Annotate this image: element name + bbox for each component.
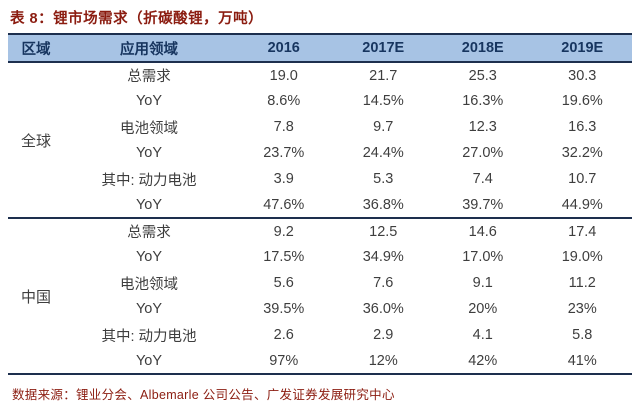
- region-cell-global: 全球: [20, 132, 51, 150]
- table-row: 全球 总需求 19.0 21.7 25.3 30.3: [8, 62, 632, 150]
- cell-value: 25.3: [468, 67, 497, 84]
- cell-value: 39.5%: [263, 301, 305, 317]
- cell-value: 8.6%: [267, 93, 301, 109]
- col-header-region: 区域: [21, 41, 51, 58]
- row-label: 其中: 动力电池: [101, 172, 197, 189]
- table-row: YoY 17.5% 34.9% 17.0% 19.0%: [8, 244, 632, 270]
- cell-value: 7.4: [472, 171, 493, 187]
- cell-value: 10.7: [568, 171, 597, 187]
- row-label: YoY: [135, 249, 163, 265]
- cell-value: 12%: [368, 352, 398, 369]
- row-label: 其中: 动力电池: [101, 328, 197, 345]
- cell-value: 16.3: [568, 119, 597, 135]
- data-source-note: 数据来源：锂业分会、Albemarle 公司公告、广发证券发展研究中心: [12, 388, 395, 402]
- row-label: 总需求: [127, 69, 171, 85]
- table-row: 中国 总需求 9.2 12.5 14.6 17.4: [8, 218, 632, 306]
- cell-value: 17.0%: [462, 249, 504, 265]
- cell-value: 47.6%: [263, 196, 305, 213]
- cell-value: 3.9: [273, 171, 294, 187]
- table-row: YoY 97% 12% 42% 41%: [8, 348, 632, 374]
- cell-value: 19.6%: [561, 93, 603, 109]
- table-row: YoY 8.6% 14.5% 16.3% 19.6%: [8, 88, 632, 114]
- cell-value: 42%: [468, 352, 498, 369]
- cell-value: 11.2: [568, 275, 596, 291]
- col-header-2016: 2016: [267, 40, 300, 56]
- cell-value: 21.7: [369, 67, 398, 84]
- table-row: 其中: 动力电池 3.9 5.3 7.4 10.7: [8, 166, 632, 192]
- cell-value: 20%: [468, 301, 498, 317]
- cell-value: 9.2: [273, 223, 294, 240]
- cell-value: 30.3: [568, 67, 597, 84]
- cell-value: 32.2%: [561, 145, 603, 161]
- cell-value: 27.0%: [462, 145, 504, 161]
- col-header-2018e: 2018E: [461, 40, 504, 56]
- cell-value: 39.7%: [462, 196, 504, 213]
- table-header: 区域 应用领域 2016 2017E 2018E 2019E: [8, 34, 632, 62]
- cell-value: 14.5%: [362, 93, 404, 109]
- cell-value: 12.5: [369, 223, 398, 240]
- col-header-2017e: 2017E: [362, 40, 405, 56]
- cell-value: 5.6: [273, 275, 294, 291]
- row-label: YoY: [135, 196, 163, 213]
- cell-value: 34.9%: [362, 249, 404, 265]
- cell-value: 7.8: [273, 119, 294, 135]
- cell-value: 36.8%: [362, 196, 404, 213]
- table-row: YoY 23.7% 24.4% 27.0% 32.2%: [8, 140, 632, 166]
- cell-value: 16.3%: [462, 93, 504, 109]
- header-row: 区域 应用领域 2016 2017E 2018E 2019E: [8, 34, 632, 62]
- row-label: YoY: [135, 301, 163, 317]
- cell-value: 4.1: [472, 327, 493, 343]
- cell-value: 36.0%: [362, 301, 404, 317]
- row-label: 总需求: [127, 225, 171, 241]
- region-cell-china: 中国: [20, 288, 51, 306]
- cell-value: 23%: [567, 301, 597, 317]
- cell-value: 2.6: [273, 327, 294, 343]
- cell-value: 19.0%: [561, 249, 603, 265]
- section-global: 全球 总需求 19.0 21.7 25.3 30.3 YoY 8.6% 14.5…: [8, 62, 632, 218]
- table-row: 其中: 动力电池 2.6 2.9 4.1 5.8: [8, 322, 632, 348]
- row-label: YoY: [135, 352, 163, 369]
- cell-value: 17.5%: [263, 249, 305, 265]
- cell-value: 41%: [567, 352, 597, 369]
- row-label: 电池领域: [120, 276, 178, 293]
- cell-value: 44.9%: [561, 196, 603, 213]
- section-china: 中国 总需求 9.2 12.5 14.6 17.4 YoY 17.5% 34.9…: [8, 218, 632, 374]
- table-row: 电池领域 7.8 9.7 12.3 16.3: [8, 114, 632, 140]
- table-title: 表 8：锂市场需求（折碳酸锂，万吨）: [10, 11, 264, 27]
- lithium-demand-table: 区域 应用领域 2016 2017E 2018E 2019E 全球 总需求 19…: [8, 33, 632, 375]
- cell-value: 9.1: [472, 275, 493, 291]
- cell-value: 12.3: [468, 119, 497, 135]
- cell-value: 9.7: [373, 119, 394, 135]
- table-row: YoY 47.6% 36.8% 39.7% 44.9%: [8, 192, 632, 218]
- row-label: YoY: [135, 145, 163, 161]
- cell-value: 7.6: [373, 275, 394, 291]
- cell-value: 14.6: [468, 223, 497, 240]
- col-header-application: 应用领域: [120, 41, 178, 58]
- table-row: YoY 39.5% 36.0% 20% 23%: [8, 296, 632, 322]
- row-label: YoY: [135, 93, 163, 109]
- cell-value: 24.4%: [362, 145, 404, 161]
- col-header-2019e: 2019E: [561, 40, 604, 56]
- cell-value: 2.9: [373, 327, 394, 343]
- cell-value: 5.3: [373, 171, 394, 187]
- cell-value: 17.4: [568, 223, 597, 240]
- row-label: 电池领域: [120, 120, 178, 137]
- table-row: 电池领域 5.6 7.6 9.1 11.2: [8, 270, 632, 296]
- cell-value: 23.7%: [263, 145, 305, 161]
- cell-value: 19.0: [269, 67, 298, 84]
- cell-value: 5.8: [572, 327, 593, 343]
- cell-value: 97%: [269, 352, 299, 369]
